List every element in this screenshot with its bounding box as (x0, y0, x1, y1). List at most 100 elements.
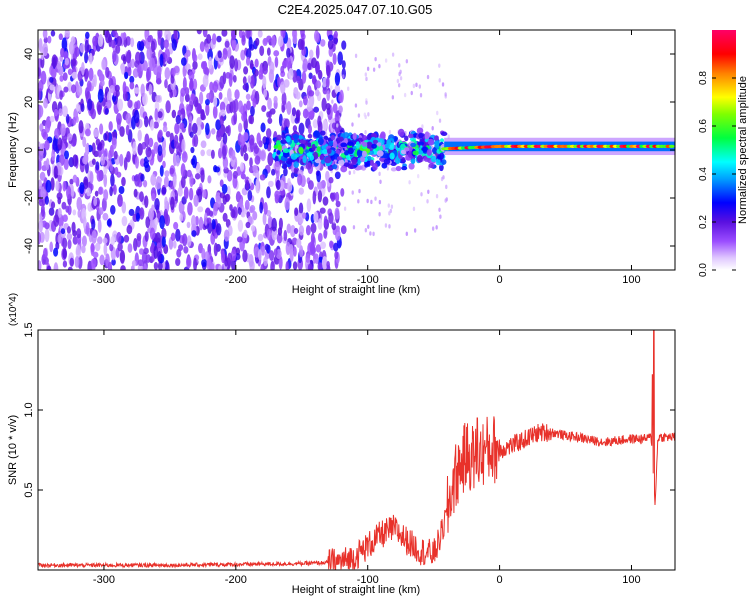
spectrogram-cell (252, 211, 258, 221)
spectrogram-cell (295, 109, 301, 118)
spectrogram-cell (182, 233, 188, 247)
spectrogram-cell (277, 35, 284, 48)
spectrogram-cell (190, 146, 195, 154)
spectrogram-cell (197, 53, 203, 60)
spectrogram-cell (186, 221, 191, 229)
spectrogram-cell (285, 261, 290, 270)
spectrogram-cell (140, 40, 145, 51)
spectrogram-cell (180, 175, 186, 189)
spectrogram-cell (278, 255, 283, 270)
spectrogram-cell (245, 56, 251, 66)
spectrogram-cell (245, 93, 251, 100)
spectrogram-cell (116, 231, 122, 243)
spectrogram-cell (119, 126, 125, 137)
spectrogram-cell (172, 175, 177, 188)
spectrogram-cell (366, 141, 373, 149)
spectrogram-cell (189, 131, 194, 138)
spectrogram-cell (398, 63, 401, 68)
spectrogram-cell (222, 212, 228, 222)
spectrogram-cell (284, 196, 290, 211)
spectrogram-cell (148, 207, 155, 221)
spectrogram-cell (293, 227, 299, 235)
spectrogram-cell (110, 39, 116, 49)
spectrogram-cell (123, 234, 130, 243)
spectrogram-cell (169, 167, 175, 175)
spectrogram-cell (352, 132, 357, 140)
spectrogram-cell (352, 225, 356, 230)
spectrogram-cell (87, 98, 93, 111)
spectrogram-cell (245, 30, 251, 39)
spectrogram-cell (341, 40, 347, 50)
spectrogram-cell (240, 211, 246, 218)
spectrogram-cell (287, 181, 293, 193)
spectrogram-cell (426, 74, 430, 80)
spectrogram-cell (193, 54, 198, 62)
spectrogram-cell (250, 225, 256, 232)
spectrogram-cell (64, 150, 69, 160)
spectrogram-cell (273, 144, 279, 150)
spectrogram-cell (286, 47, 291, 59)
spectrogram-cell (247, 75, 252, 84)
spectrogram-cell (319, 207, 326, 214)
spectrogram-cell (315, 253, 319, 265)
spectrogram-cell (366, 66, 370, 72)
spectrogram-cell (175, 228, 181, 242)
spectrogram-cell (293, 246, 297, 257)
spectrogram-cell (171, 109, 177, 119)
spectrogram-cell (38, 149, 44, 162)
spectrogram-cell (332, 164, 338, 170)
spectrogram-cell (38, 104, 44, 118)
spectrogram-cell (151, 193, 156, 202)
spectrogram-cell (211, 128, 216, 135)
spectrogram-cell (62, 248, 67, 259)
spectrogram-cell (162, 125, 168, 133)
spectrogram-cell (292, 125, 298, 132)
spectrogram-cell (89, 183, 94, 191)
spectrogram-cell (326, 76, 330, 89)
spectrogram-cell (163, 176, 169, 188)
spectrogram-cell (243, 131, 249, 142)
spectrogram-cell (326, 148, 332, 154)
spectrogram-cell (173, 134, 179, 145)
spectrogram-cell (189, 77, 194, 91)
spectrogram-cell (340, 225, 347, 235)
spectrogram-cell (348, 170, 351, 176)
spectrogram-cell (309, 110, 315, 117)
spectrogram-cell (317, 262, 323, 270)
spectrogram-cell (433, 135, 439, 142)
spectrogram-cell (298, 225, 305, 236)
spectrogram-cell (333, 30, 338, 39)
spectrogram-cell (340, 187, 345, 197)
spectrogram-cell (216, 35, 222, 43)
spectrogram-cell (153, 262, 159, 270)
y-tick-label: 1.0 (23, 402, 35, 417)
spectrogram-cell (91, 263, 96, 270)
spectrogram-cell (161, 236, 166, 248)
spectrogram-cell (181, 138, 186, 153)
spectrogram-cell (159, 53, 164, 67)
spectrogram-cell (159, 165, 164, 177)
spectrogram-cell (206, 149, 213, 157)
spectrogram-cell (135, 212, 140, 222)
spectrogram-cell (48, 207, 55, 216)
spectrogram-cell (412, 150, 419, 156)
spectrogram-cell (231, 30, 237, 41)
spectrogram-cell (291, 30, 297, 39)
spectrogram-cell (38, 231, 42, 245)
spectrogram-cell (221, 183, 228, 194)
spectrogram-cell (111, 94, 117, 103)
spectrogram-cell (249, 138, 255, 153)
spectrogram-cell (91, 158, 96, 165)
spectrogram-cell (150, 173, 157, 186)
spectrogram-cell (130, 37, 135, 48)
spectrogram-cell (112, 184, 117, 196)
y-tick-label: 20 (23, 96, 35, 108)
spectrogram-cell (311, 143, 316, 151)
spectrogram-cell (177, 186, 183, 197)
spectrogram-cell (184, 93, 190, 103)
spectrogram-cell (187, 201, 193, 216)
spectrogram-cell (439, 164, 444, 172)
spectrogram-cell (426, 199, 429, 204)
spectrogram-cell (417, 141, 425, 146)
chart-title: C2E4.2025.047.07.10.G05 (277, 2, 433, 17)
